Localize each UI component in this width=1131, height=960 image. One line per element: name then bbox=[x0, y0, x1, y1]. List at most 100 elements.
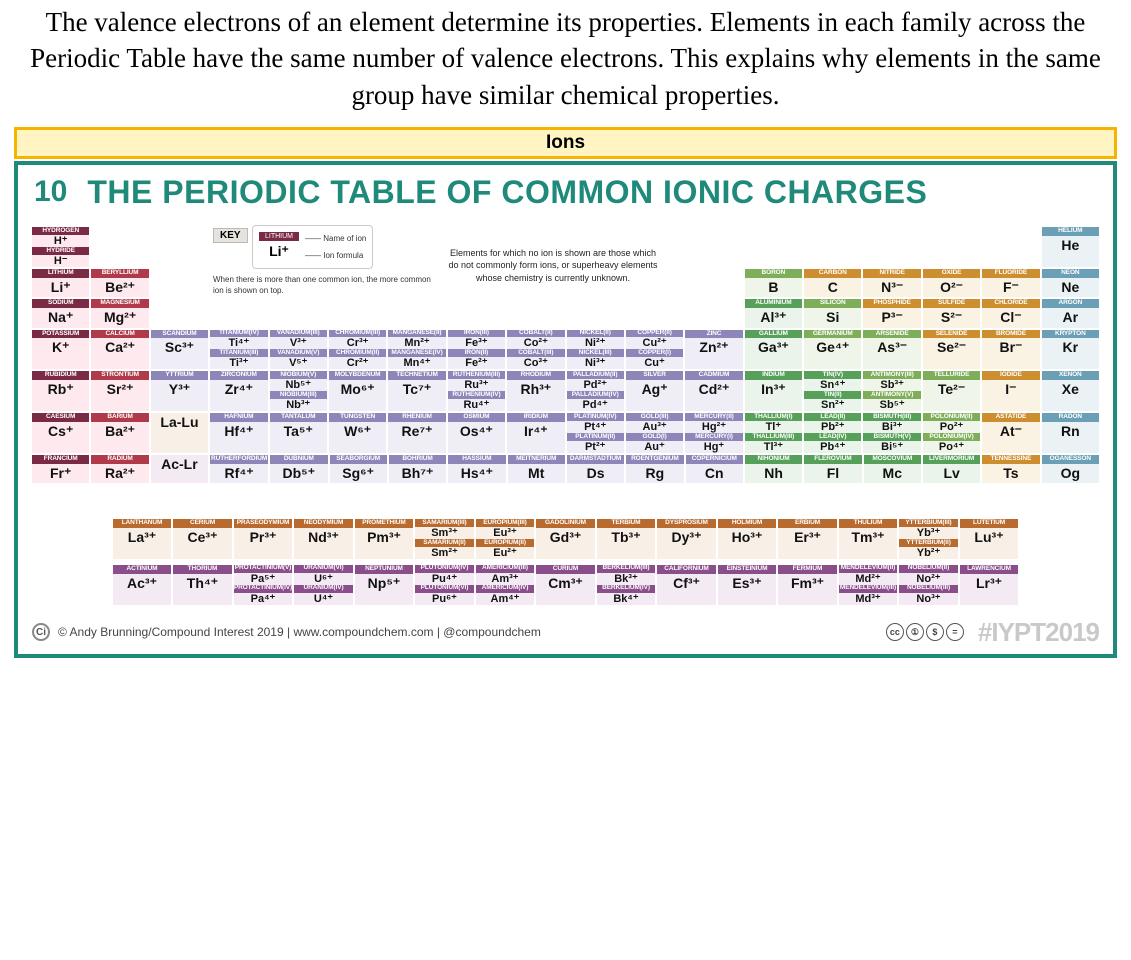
element-name: INDIUM bbox=[745, 371, 802, 380]
element-formula: Yb³⁺ bbox=[899, 527, 958, 539]
element-cell: YTTRIUMY³⁺ bbox=[151, 371, 208, 411]
element-formula: P³⁻ bbox=[863, 308, 920, 327]
element-formula-alt: Ni³⁺ bbox=[567, 357, 624, 369]
element-formula: No²⁺ bbox=[899, 573, 958, 585]
element-formula: Ni²⁺ bbox=[567, 337, 624, 349]
element-formula: U⁶⁺ bbox=[294, 573, 353, 585]
element-name: NIHONIUM bbox=[745, 455, 802, 464]
element-name: RADIUM bbox=[91, 455, 148, 464]
element-formula: Mn²⁺ bbox=[388, 337, 445, 349]
element-formula-alt: H⁻ bbox=[32, 255, 89, 267]
element-name: MEITNERIUM bbox=[508, 455, 565, 464]
element-name: CHROMIUM(III) bbox=[329, 330, 386, 338]
element-name: BARIUM bbox=[91, 413, 148, 422]
element-formula: Ts bbox=[982, 464, 1039, 483]
element-name: NEON bbox=[1042, 269, 1099, 278]
element-name: STRONTIUM bbox=[91, 371, 148, 380]
element-formula: Ra²⁺ bbox=[91, 464, 148, 483]
element-formula: Fe³⁺ bbox=[448, 337, 505, 349]
element-cell: TELLURIDETe²⁻ bbox=[923, 371, 980, 411]
element-cell: DUBNIUMDb⁵⁺ bbox=[270, 455, 327, 483]
element-formula: I⁻ bbox=[982, 380, 1039, 399]
element-formula: F⁻ bbox=[982, 278, 1039, 297]
element-cell: MOSCOVIUMMc bbox=[864, 455, 921, 483]
element-formula: Rh³⁺ bbox=[507, 380, 564, 399]
element-formula: Co²⁺ bbox=[507, 337, 564, 349]
element-formula: Cf³⁺ bbox=[657, 574, 716, 593]
element-name: COPERNICIUM bbox=[686, 455, 743, 464]
element-formula: Cr³⁺ bbox=[329, 337, 386, 349]
element-name: CAESIUM bbox=[32, 413, 89, 422]
element-formula: Am³⁺ bbox=[476, 573, 535, 585]
element-cell: ALUMINIUMAl³⁺ bbox=[745, 299, 802, 327]
element-formula: Bh⁷⁺ bbox=[389, 464, 446, 483]
element-formula: Lu³⁺ bbox=[960, 528, 1019, 547]
element-name: HASSIUM bbox=[448, 455, 505, 464]
element-formula: Cd²⁺ bbox=[685, 380, 742, 399]
lanthanide-row: LANTHANUMLa³⁺CERIUMCe³⁺PRASEODYMIUMPr³⁺N… bbox=[18, 511, 1113, 565]
element-formula: Cu²⁺ bbox=[626, 337, 683, 349]
element-name: LIVERMORIUM bbox=[923, 455, 980, 464]
element-cell: OXIDEO²⁻ bbox=[923, 269, 980, 297]
element-formula: Mc bbox=[864, 464, 921, 483]
element-name: CALCIUM bbox=[91, 330, 148, 339]
element-cell: CARBONC bbox=[804, 269, 861, 297]
element-name: IODIDE bbox=[982, 371, 1039, 380]
element-name: SAMARIUM(III) bbox=[415, 519, 474, 527]
element-formula: Fm³⁺ bbox=[778, 574, 837, 593]
element-formula: Nd³⁺ bbox=[294, 528, 353, 547]
element-formula-alt: Pb⁴⁺ bbox=[804, 441, 861, 453]
element-cell: HYDROGENH⁺HYDRIDEH⁻ bbox=[32, 227, 89, 267]
element-cell: TECHNETIUMTc⁷⁺ bbox=[388, 371, 445, 411]
element-formula: Ho³⁺ bbox=[718, 528, 777, 547]
element-name: LUTETIUM bbox=[960, 519, 1019, 528]
element-cell: GOLD(III)Au³⁺GOLD(I)Au⁺ bbox=[626, 413, 683, 453]
element-cell: SILVERAg⁺ bbox=[626, 371, 683, 411]
element-formula: La³⁺ bbox=[113, 528, 172, 547]
element-cell: TIN(IV)Sn⁴⁺TIN(II)Sn²⁺ bbox=[804, 371, 861, 411]
grid-row: ACTINIUMAc³⁺THORIUMTh⁴⁺PROTACTINIUM(V)Pa… bbox=[32, 565, 1099, 605]
element-name: CARBON bbox=[804, 269, 861, 278]
element-name-alt: LEAD(IV) bbox=[804, 433, 861, 441]
element-name: SILICON bbox=[804, 299, 861, 308]
element-formula: Po²⁺ bbox=[923, 421, 980, 433]
footer-hashtag: #IYPT2019 bbox=[978, 617, 1099, 648]
element-cell: CERIUMCe³⁺ bbox=[173, 519, 232, 559]
element-formula: Te²⁻ bbox=[923, 380, 980, 399]
element-name: RADON bbox=[1042, 413, 1099, 422]
element-cell: LAWRENCIUMLr³⁺ bbox=[960, 565, 1019, 605]
element-name: GOLD(III) bbox=[626, 413, 683, 421]
element-formula-alt: Am⁴⁺ bbox=[476, 593, 535, 605]
section-bar: Ions bbox=[14, 127, 1117, 159]
element-name: SODIUM bbox=[32, 299, 89, 308]
element-formula: Rf⁴⁺ bbox=[210, 464, 268, 483]
element-name: ALUMINIUM bbox=[745, 299, 802, 308]
element-cell: OSMIUMOs⁴⁺ bbox=[448, 413, 505, 453]
element-name: FERMIUM bbox=[778, 565, 837, 574]
element-name: ROENTGENIUM bbox=[626, 455, 683, 464]
element-name: NEPTUNIUM bbox=[355, 565, 414, 574]
element-cell: NEONNe bbox=[1042, 269, 1099, 297]
element-name: CERIUM bbox=[173, 519, 232, 528]
element-name: XENON bbox=[1042, 371, 1099, 380]
element-cell: BROMIDEBr⁻ bbox=[982, 330, 1039, 370]
element-cell: GALLIUMGa³⁺ bbox=[745, 330, 802, 370]
element-cell bbox=[388, 299, 445, 327]
element-cell: ACTINIUMAc³⁺ bbox=[113, 565, 172, 605]
element-formula: Cl⁻ bbox=[982, 308, 1039, 327]
element-formula-alt: Cu⁺ bbox=[626, 357, 683, 369]
element-formula: Db⁵⁺ bbox=[270, 464, 327, 483]
element-formula: Kr bbox=[1042, 338, 1099, 357]
element-name: PLUTONIUM(IV) bbox=[415, 565, 474, 573]
element-cell: IRON(III)Fe³⁺IRON(II)Fe²⁺ bbox=[448, 330, 505, 370]
element-cell: RADIUMRa²⁺ bbox=[91, 455, 148, 483]
element-name: HYDROGEN bbox=[32, 227, 89, 235]
element-cell: POTASSIUMK⁺ bbox=[32, 330, 89, 370]
element-formula: Re⁷⁺ bbox=[388, 422, 445, 441]
element-cell: FRANCIUMFr⁺ bbox=[32, 455, 89, 483]
element-name: PROMETHIUM bbox=[355, 519, 414, 528]
element-cell: NICKEL(II)Ni²⁺NICKEL(III)Ni³⁺ bbox=[567, 330, 624, 370]
element-cell: NEPTUNIUMNp⁵⁺ bbox=[355, 565, 414, 605]
element-formula: He bbox=[1042, 236, 1099, 255]
element-name: HAFNIUM bbox=[210, 413, 267, 422]
